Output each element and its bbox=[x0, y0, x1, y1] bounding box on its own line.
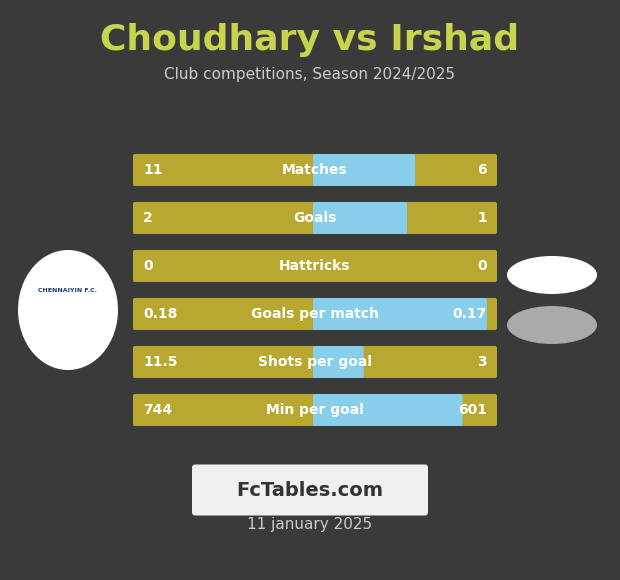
FancyBboxPatch shape bbox=[313, 298, 487, 330]
Text: Min per goal: Min per goal bbox=[266, 403, 364, 417]
Text: 2: 2 bbox=[143, 211, 153, 225]
Text: CHENNAIYIN F.C.: CHENNAIYIN F.C. bbox=[38, 288, 97, 292]
FancyBboxPatch shape bbox=[133, 346, 497, 378]
Text: 11: 11 bbox=[143, 163, 162, 177]
Text: 744: 744 bbox=[143, 403, 172, 417]
Text: Shots per goal: Shots per goal bbox=[258, 355, 372, 369]
Text: 0: 0 bbox=[143, 259, 153, 273]
FancyBboxPatch shape bbox=[313, 202, 407, 234]
Text: Matches: Matches bbox=[282, 163, 348, 177]
Text: Club competitions, Season 2024/2025: Club competitions, Season 2024/2025 bbox=[164, 67, 456, 82]
Text: Choudhary vs Irshad: Choudhary vs Irshad bbox=[100, 23, 520, 57]
Text: 0.18: 0.18 bbox=[143, 307, 177, 321]
Ellipse shape bbox=[507, 256, 597, 294]
FancyBboxPatch shape bbox=[313, 154, 415, 186]
Text: Goals per match: Goals per match bbox=[251, 307, 379, 321]
Text: 3: 3 bbox=[477, 355, 487, 369]
Text: 6: 6 bbox=[477, 163, 487, 177]
FancyBboxPatch shape bbox=[192, 465, 428, 516]
Text: 11.5: 11.5 bbox=[143, 355, 177, 369]
FancyBboxPatch shape bbox=[133, 298, 497, 330]
Text: 601: 601 bbox=[458, 403, 487, 417]
FancyBboxPatch shape bbox=[133, 250, 497, 282]
Ellipse shape bbox=[18, 250, 118, 370]
Text: Goals: Goals bbox=[293, 211, 337, 225]
Text: 1: 1 bbox=[477, 211, 487, 225]
FancyBboxPatch shape bbox=[313, 394, 463, 426]
Text: 0.17: 0.17 bbox=[453, 307, 487, 321]
FancyBboxPatch shape bbox=[133, 202, 497, 234]
Text: Hattricks: Hattricks bbox=[279, 259, 351, 273]
Text: FcTables.com: FcTables.com bbox=[236, 480, 384, 499]
FancyBboxPatch shape bbox=[313, 346, 364, 378]
Ellipse shape bbox=[507, 306, 597, 344]
FancyBboxPatch shape bbox=[133, 154, 497, 186]
Text: 11 january 2025: 11 january 2025 bbox=[247, 517, 373, 532]
FancyBboxPatch shape bbox=[133, 394, 497, 426]
Text: 0: 0 bbox=[477, 259, 487, 273]
